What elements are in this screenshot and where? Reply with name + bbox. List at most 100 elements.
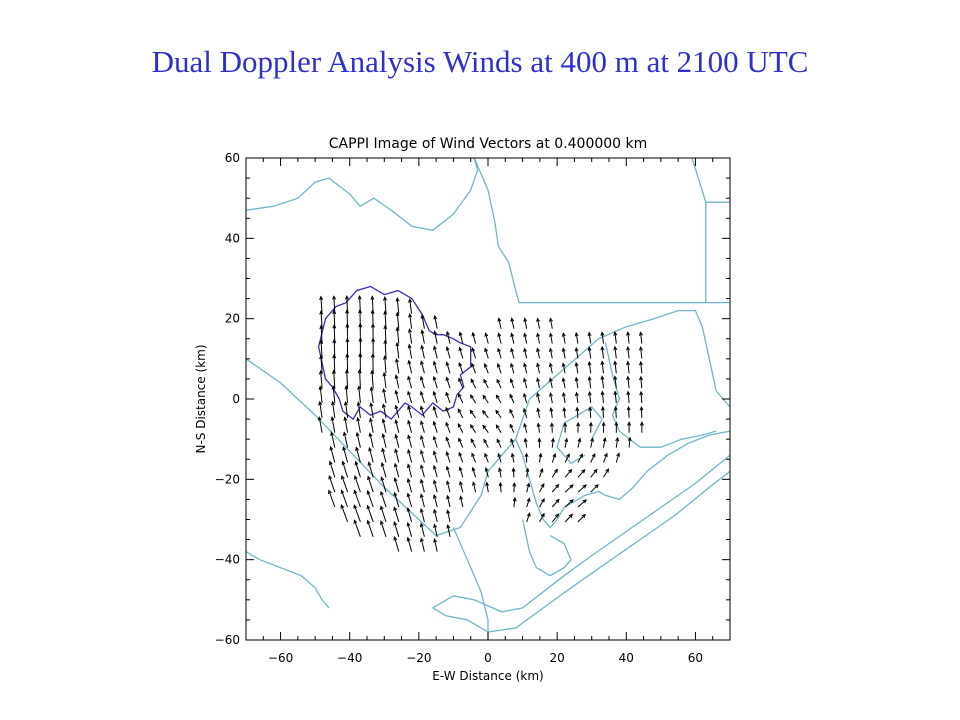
wind-vector-216 [382, 371, 387, 389]
wind-vector-121 [483, 438, 489, 448]
wind-vector-282 [561, 347, 566, 359]
wind-vector-47 [380, 476, 387, 493]
wind-vector-14 [366, 504, 374, 523]
wind-vector-51 [433, 479, 438, 493]
wind-vector-112 [368, 432, 374, 448]
wind-vector-22 [539, 512, 545, 523]
wind-vector-104 [564, 453, 570, 463]
wind-vector-60 [551, 483, 560, 493]
wind-vector-98 [484, 452, 489, 463]
wind-vector-158 [639, 421, 644, 433]
coastline-13 [604, 342, 717, 448]
wind-vector-20 [446, 509, 451, 523]
wind-vector-128 [577, 437, 582, 448]
wind-vector-236 [639, 375, 644, 389]
wind-vector-4 [353, 519, 361, 537]
wind-vector-327 [523, 317, 528, 329]
wind-vector-230 [561, 377, 566, 389]
y-tick-label: 40 [225, 231, 240, 245]
coastline-8 [515, 430, 731, 529]
wind-vector-72 [432, 464, 438, 478]
wind-vector-48 [393, 477, 400, 493]
wind-vector-178 [562, 406, 567, 418]
wind-vector-283 [574, 346, 579, 359]
wind-vector-232 [587, 375, 592, 389]
wind-vector-77 [498, 467, 502, 478]
wind-vector-57 [512, 482, 517, 493]
wind-vector-186 [331, 385, 336, 404]
wind-vector-215 [370, 369, 375, 389]
wind-vector-87 [342, 446, 349, 463]
wind-vector-278 [510, 347, 515, 359]
wind-vector-179 [575, 406, 580, 418]
wind-vector-337 [408, 298, 413, 314]
x-tick-label: 0 [484, 651, 492, 665]
wind-vector-259 [600, 360, 605, 374]
wind-vector-335 [383, 296, 387, 314]
wind-vector-75 [471, 466, 477, 478]
wind-vector-102 [538, 452, 543, 463]
wind-vector-175 [523, 407, 528, 419]
wind-vector-69 [393, 462, 400, 478]
wind-vector-176 [536, 407, 541, 418]
wind-vector-59 [539, 482, 545, 493]
wind-vector-203 [549, 392, 553, 404]
wind-vector-295 [395, 326, 400, 344]
wind-vector-163 [369, 402, 374, 418]
wind-vector-168 [432, 405, 438, 419]
wind-vector-242 [383, 355, 387, 374]
wind-vector-3 [433, 538, 438, 552]
wind-vector-6 [380, 520, 387, 537]
wind-vector-144 [457, 422, 464, 433]
wind-vector-185 [318, 385, 323, 404]
wind-vector-211 [318, 369, 323, 389]
coastline-9 [432, 454, 731, 613]
x-tick-label: −60 [268, 651, 293, 665]
wind-vector-183 [626, 405, 631, 418]
wind-vector-219 [419, 375, 425, 389]
wind-vector-149 [523, 422, 528, 433]
wind-vector-303 [497, 332, 502, 344]
wind-vector-299 [445, 330, 451, 344]
wind-vector-324 [433, 314, 438, 329]
wind-vector-165 [394, 404, 400, 419]
wind-vector-228 [536, 377, 540, 389]
wind-vector-132 [627, 436, 632, 448]
wind-vector-164 [381, 403, 387, 418]
wind-vector-193 [419, 390, 425, 404]
wind-vector-153 [576, 421, 581, 433]
axes-layer: −60 −40 −20 0 20 40 60 60 40 20 0 −20 −40 −60 [215, 151, 731, 665]
wind-vector-166 [407, 405, 413, 419]
wind-vector-71 [420, 464, 425, 478]
wind-vector-91 [394, 448, 400, 463]
wind-vector-326 [510, 317, 515, 329]
wind-vector-233 [600, 375, 605, 389]
wind-vector-109 [330, 431, 336, 448]
wind-vector-304 [510, 332, 515, 344]
coastline-6 [452, 527, 489, 640]
wind-vector-53 [459, 480, 464, 493]
wind-vector-249 [471, 362, 477, 374]
echo-outline [317, 285, 472, 421]
wind-vector-31 [393, 491, 400, 508]
wind-vector-19 [433, 508, 438, 523]
wind-vector-306 [536, 332, 540, 344]
wind-vector-269 [395, 341, 400, 359]
wind-vector-42 [577, 499, 587, 508]
y-axis-label: N-S Distance (km) [194, 344, 208, 453]
wind-vector-70 [407, 463, 413, 478]
wind-vector-206 [587, 390, 592, 404]
wind-vector-235 [626, 375, 631, 389]
wind-vector-43 [328, 474, 336, 493]
wind-vector-271 [420, 344, 425, 359]
wind-vector-307 [549, 332, 553, 344]
wind-vector-78 [511, 467, 516, 478]
wind-vector-34 [433, 493, 438, 508]
wind-vector-26 [328, 489, 336, 508]
wind-vector-108 [615, 452, 620, 463]
wind-vector-220 [432, 375, 438, 389]
wind-vector-221 [445, 376, 451, 389]
wind-vector-287 [626, 345, 631, 359]
wind-vector-246 [432, 360, 438, 374]
wind-vector-257 [574, 361, 579, 374]
